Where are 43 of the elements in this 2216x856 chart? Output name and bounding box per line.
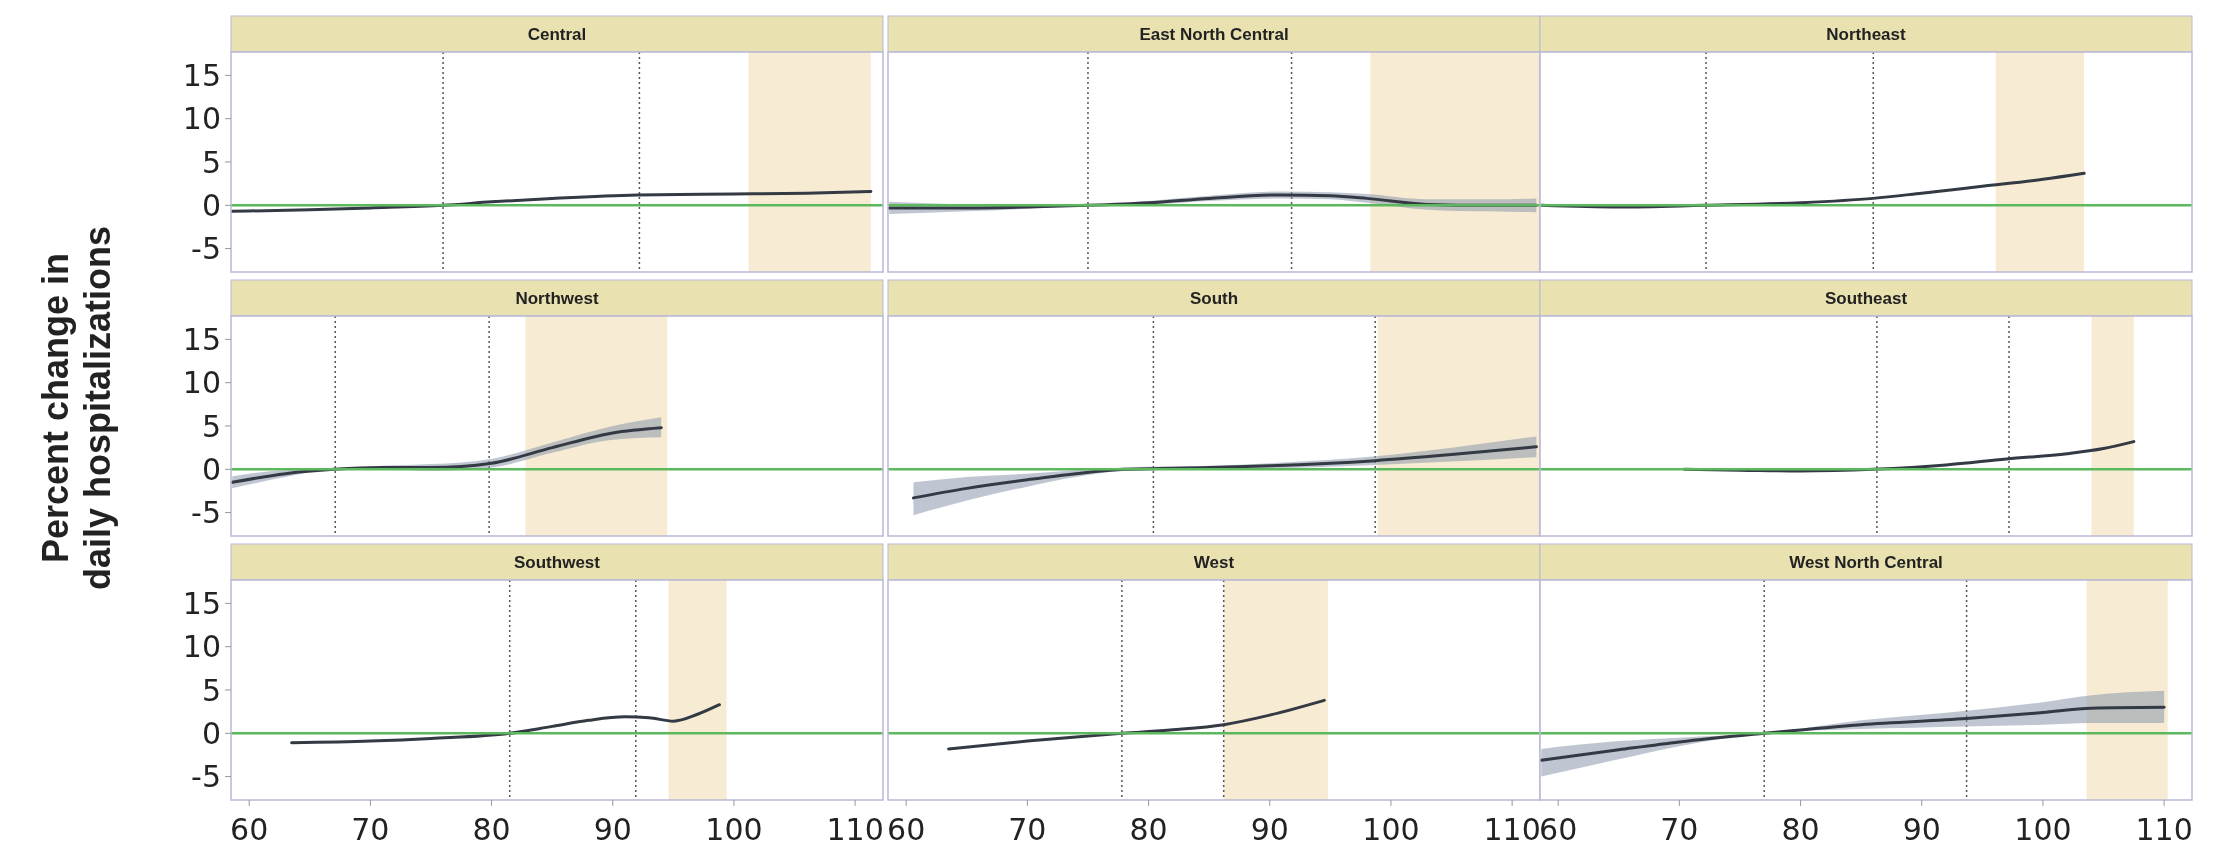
- y-tick-label: 5: [201, 672, 221, 708]
- chart-title: South: [1189, 289, 1239, 308]
- y-tick-label: 15: [182, 321, 221, 357]
- y-tick-label: 10: [182, 629, 221, 665]
- chart-title: Southwest: [514, 553, 601, 572]
- chart-title: Northeast: [1826, 25, 1907, 44]
- x-tick-label: 90: [593, 812, 632, 847]
- x-tick-label: 90: [1250, 812, 1289, 847]
- x-tick-label: 70: [1660, 812, 1699, 847]
- y-tick-label: 0: [201, 451, 221, 487]
- y-axis-title: Percent change in daily hospitalizations: [35, 225, 118, 591]
- chart-title: Southeast: [1824, 289, 1908, 308]
- x-tick-label: 80: [1781, 812, 1820, 847]
- y-tick-label: -5: [191, 495, 221, 531]
- y-tick-label: 15: [182, 57, 221, 93]
- y-tick-label: 5: [201, 408, 221, 444]
- x-tick-label: 80: [1129, 812, 1168, 847]
- y-tick-label: -5: [191, 231, 221, 267]
- x-tick-label: 100: [1362, 812, 1420, 847]
- chart-title: Northwest: [515, 289, 599, 308]
- y-tick-label: 10: [182, 101, 221, 137]
- x-tick-label: 100: [2014, 812, 2072, 847]
- y-tick-label: -5: [191, 759, 221, 795]
- x-tick-label: 60: [887, 812, 926, 847]
- y-tick-label: 0: [201, 187, 221, 223]
- x-tick-label: 90: [1902, 812, 1941, 847]
- x-tick-label: 110: [1483, 812, 1541, 847]
- chart-title: West: [1193, 553, 1235, 572]
- x-tick-label: 70: [351, 812, 390, 847]
- x-tick-label: 110: [826, 812, 884, 847]
- x-tick-label: 80: [472, 812, 511, 847]
- x-tick-label: 110: [2135, 812, 2193, 847]
- y-tick-label: 0: [201, 715, 221, 751]
- chart-title: Central: [527, 25, 587, 44]
- x-tick-label: 70: [1008, 812, 1047, 847]
- y-tick-label: 5: [201, 144, 221, 180]
- x-tick-label: 60: [1539, 812, 1578, 847]
- x-tick-label: 100: [705, 812, 763, 847]
- x-tick-label: 60: [230, 812, 269, 847]
- y-tick-label: 10: [182, 365, 221, 401]
- y-tick-label: 15: [182, 585, 221, 621]
- chart-title: West North Central: [1789, 553, 1943, 572]
- chart-title: East North Central: [1139, 25, 1289, 44]
